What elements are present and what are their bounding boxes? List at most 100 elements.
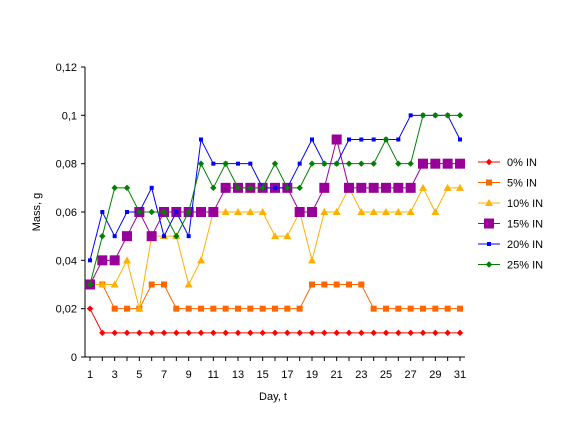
legend-item: 10% IN xyxy=(478,198,543,210)
y-tick-label: 0,12 xyxy=(56,62,77,74)
x-tick-label: 13 xyxy=(232,369,244,381)
data-point xyxy=(173,305,180,312)
data-point xyxy=(111,305,118,312)
data-point xyxy=(456,329,464,337)
x-tick-label: 23 xyxy=(355,369,367,381)
data-point xyxy=(321,329,328,337)
data-point xyxy=(99,232,106,240)
data-point xyxy=(357,208,366,215)
data-point xyxy=(173,329,180,337)
data-point xyxy=(197,329,205,337)
x-tick-label: 31 xyxy=(454,369,466,381)
data-point xyxy=(196,207,206,217)
data-point xyxy=(406,208,415,215)
y-tick-label: 0,1 xyxy=(62,110,77,122)
data-point xyxy=(99,329,106,337)
data-point xyxy=(122,231,132,242)
data-point xyxy=(111,184,118,192)
data-point xyxy=(221,208,230,215)
data-point xyxy=(455,158,465,169)
data-point xyxy=(487,242,491,246)
data-point xyxy=(271,329,279,337)
series-line xyxy=(90,186,460,309)
series-0-in xyxy=(86,305,464,337)
data-point xyxy=(419,183,427,191)
data-point xyxy=(333,160,340,167)
data-point xyxy=(160,329,168,337)
data-point xyxy=(222,160,229,167)
data-point xyxy=(284,184,291,192)
data-point xyxy=(368,182,379,193)
data-point xyxy=(109,255,120,266)
legend-label: 20% IN xyxy=(507,239,543,251)
data-point xyxy=(86,305,94,312)
data-point xyxy=(444,305,451,312)
data-point xyxy=(396,137,401,142)
data-point xyxy=(333,281,340,288)
data-point xyxy=(185,305,192,312)
data-point xyxy=(432,305,439,312)
data-point xyxy=(344,182,354,193)
data-point xyxy=(294,207,305,217)
data-point xyxy=(135,304,144,312)
data-point xyxy=(430,158,441,169)
data-point xyxy=(370,305,377,312)
data-point xyxy=(272,305,278,312)
data-point xyxy=(185,208,192,216)
data-point xyxy=(297,161,302,166)
data-point xyxy=(369,208,378,215)
legend-label: 10% IN xyxy=(507,198,543,210)
legend-item: 25% IN xyxy=(478,260,543,272)
data-point xyxy=(185,329,192,337)
data-point xyxy=(308,256,316,264)
data-point xyxy=(333,329,340,337)
data-point xyxy=(112,234,117,239)
data-point xyxy=(124,305,130,312)
data-point xyxy=(347,137,351,142)
data-point xyxy=(359,137,364,142)
data-point xyxy=(444,329,451,337)
x-tick-label: 7 xyxy=(161,369,167,381)
data-point xyxy=(419,112,427,119)
x-tick-label: 15 xyxy=(257,369,269,381)
data-point xyxy=(100,210,105,214)
data-point xyxy=(308,160,316,167)
data-point xyxy=(199,137,203,142)
data-point xyxy=(383,305,389,312)
data-point xyxy=(394,208,403,215)
data-point xyxy=(247,184,254,192)
y-tick-label: 0,06 xyxy=(56,207,77,219)
data-point xyxy=(149,185,154,190)
data-point xyxy=(273,185,277,190)
data-point xyxy=(296,305,303,312)
x-tick-label: 25 xyxy=(380,369,392,381)
x-axis-title: Day, t xyxy=(259,391,287,403)
data-point xyxy=(332,208,341,215)
data-point xyxy=(485,261,493,268)
data-point xyxy=(234,329,242,337)
data-point xyxy=(283,232,292,240)
data-point xyxy=(148,208,155,216)
data-point xyxy=(220,182,231,193)
data-point xyxy=(443,183,452,191)
legend-label: 0% IN xyxy=(507,157,537,169)
y-tick-label: 0,08 xyxy=(56,159,77,171)
legend-label: 5% IN xyxy=(507,178,537,190)
data-point xyxy=(162,234,166,239)
data-point xyxy=(431,208,440,215)
data-point xyxy=(418,158,428,169)
data-point xyxy=(381,182,391,193)
data-point xyxy=(408,113,413,118)
data-point xyxy=(210,184,217,192)
data-point xyxy=(197,160,205,167)
data-point xyxy=(486,179,492,186)
data-point xyxy=(123,329,131,337)
legend-item: 0% IN xyxy=(478,157,537,169)
data-point xyxy=(136,208,143,216)
data-point xyxy=(432,112,439,119)
y-tick-label: 0,02 xyxy=(56,304,77,316)
data-point xyxy=(407,329,414,337)
data-point xyxy=(309,281,315,288)
data-point xyxy=(234,184,242,192)
x-tick-label: 27 xyxy=(405,369,417,381)
